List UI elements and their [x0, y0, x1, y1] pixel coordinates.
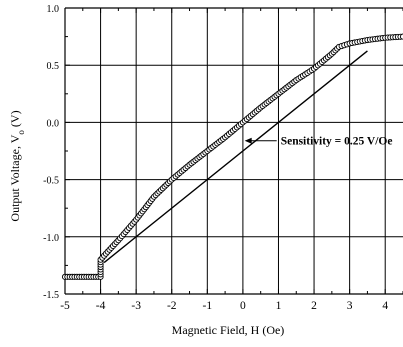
- annotation-arrow-head: [244, 137, 252, 144]
- y-axis-label-unit: (V): [8, 110, 22, 130]
- x-tick-label: -3: [131, 300, 141, 312]
- axes-layer: [64, 7, 403, 295]
- sensitivity-annotation: Sensitivity = 0.25 V/Oe: [244, 136, 393, 148]
- x-tick-label: 2: [311, 300, 317, 312]
- x-tick-label: 3: [347, 300, 353, 312]
- x-tick-label: 4: [382, 300, 388, 312]
- labels-layer: -5 -4 -3 -2 -1 0 1 2 3 4 -1.5 -1.0 -0.5 0.0 0.5 1.0: [43, 4, 388, 312]
- y-axis-label-main: Output Voltage, V: [8, 134, 22, 221]
- x-tick-label: 0: [240, 300, 246, 312]
- x-tick-label: -4: [96, 300, 106, 312]
- annotation-text: Sensitivity = 0.25 V/Oe: [281, 136, 393, 148]
- y-axis-label-sub: o: [16, 130, 26, 135]
- y-tick-label: 1.0: [47, 4, 60, 15]
- y-axis-label: Output Voltage, Vo (V): [8, 110, 26, 221]
- data-layer: [61, 33, 403, 280]
- x-tick-label: -1: [203, 300, 213, 312]
- x-axis-label: Magnetic Field, H (Oe): [172, 323, 285, 337]
- y-tick-label: 0.5: [47, 61, 60, 72]
- y-tick-label: -0.5: [43, 176, 59, 187]
- y-tick-label: 0.0: [47, 118, 60, 129]
- y-tick-label: -1.0: [43, 233, 59, 244]
- grid-layer: [64, 7, 403, 295]
- fit-line: [103, 50, 368, 264]
- x-tick-label: -2: [167, 300, 177, 312]
- x-tick-label: -5: [60, 300, 70, 312]
- x-tick-label: 1: [276, 300, 282, 312]
- y-tick-label: -1.5: [43, 290, 59, 301]
